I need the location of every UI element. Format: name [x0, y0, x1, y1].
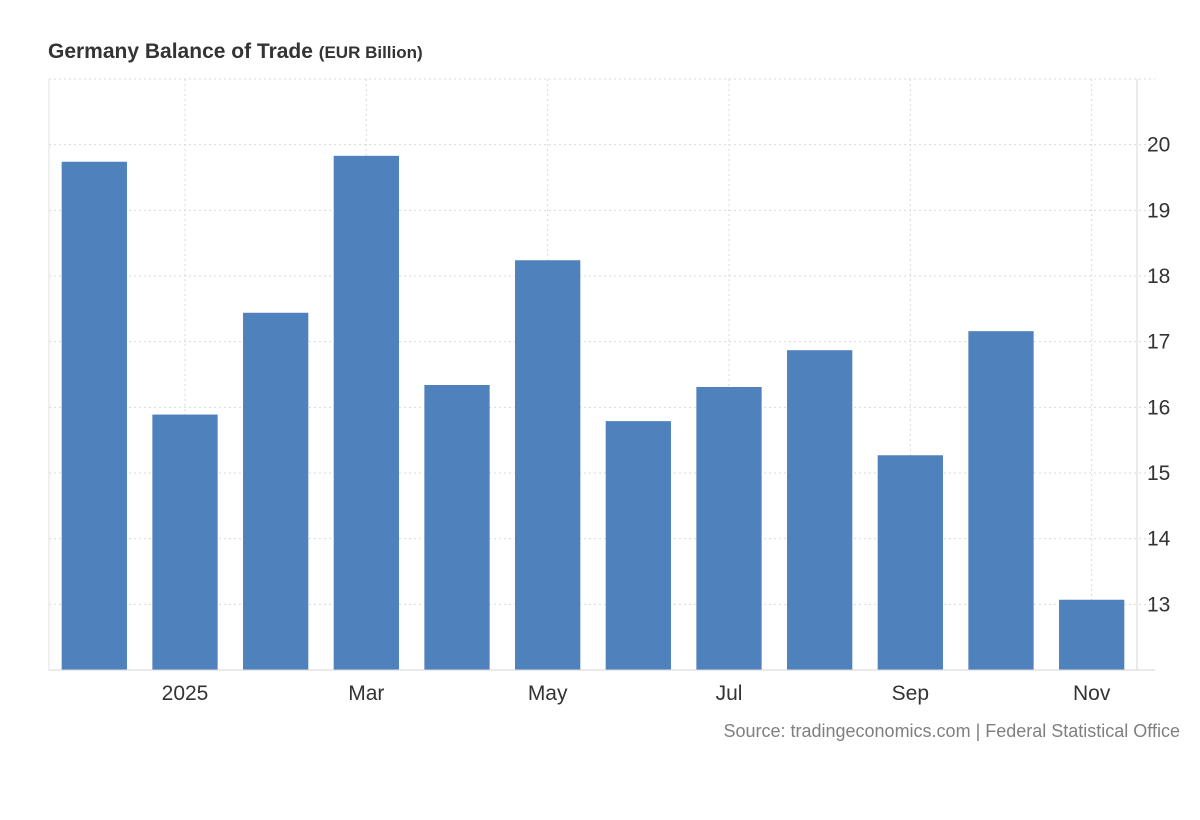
- y-tick-label: 16: [1147, 396, 1170, 419]
- source-note: Source: tradingeconomics.com | Federal S…: [723, 721, 1180, 741]
- bar-2: [243, 312, 309, 670]
- y-tick-label: 14: [1147, 528, 1171, 551]
- y-tick-label: 19: [1147, 199, 1170, 222]
- bar-10: [968, 331, 1034, 670]
- bar-0: [61, 161, 127, 671]
- bar-6: [605, 421, 671, 670]
- y-tick-label: 17: [1147, 331, 1170, 354]
- bar-8: [787, 350, 853, 670]
- x-tick-label: May: [528, 682, 568, 705]
- y-tick-label: 15: [1147, 462, 1170, 485]
- axes: 13 14 15 16 17 18 19 20 2025 Mar May Jul Sep Nov: [48, 79, 1171, 705]
- chart-title-text: Germany Balance of Trade: [48, 40, 313, 63]
- y-tick-label: 13: [1147, 593, 1170, 616]
- x-tick-label: Mar: [348, 682, 384, 705]
- bar-9: [877, 455, 943, 670]
- chart-unit: (EUR Billion): [318, 43, 423, 62]
- y-tick-label: 18: [1147, 265, 1170, 288]
- bars: [61, 155, 1125, 671]
- bar-11: [1059, 599, 1125, 670]
- bar-4: [424, 385, 490, 670]
- bar-3: [333, 155, 399, 670]
- bar-5: [515, 260, 581, 670]
- x-tick-label: 2025: [162, 682, 209, 705]
- bar-1: [152, 414, 218, 670]
- x-tick-label: Sep: [892, 682, 929, 705]
- y-tick-label: 20: [1147, 134, 1170, 157]
- x-tick-label: Nov: [1073, 682, 1111, 705]
- chart-title: Germany Balance of Trade (EUR Billion): [48, 40, 423, 64]
- x-tick-label: Jul: [716, 682, 743, 705]
- bar-7: [696, 386, 762, 670]
